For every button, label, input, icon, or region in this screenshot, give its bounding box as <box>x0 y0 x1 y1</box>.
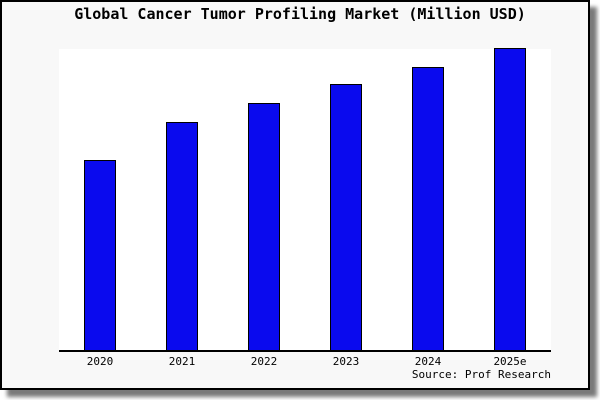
x-tick-2022: 2022 <box>250 355 278 368</box>
bar-slot-2024 <box>387 49 469 350</box>
plot-area <box>59 48 551 352</box>
bar-slot-2023 <box>305 49 387 350</box>
bar-slot-2025e <box>469 48 551 350</box>
bar-2022 <box>248 103 280 350</box>
chart-title: Global Cancer Tumor Profiling Market (Mi… <box>74 5 526 23</box>
x-tick-2024: 2024 <box>414 355 442 368</box>
x-tick-2025e: 2025e <box>493 355 527 368</box>
bar-2024 <box>412 67 444 350</box>
bar-2021 <box>166 122 198 350</box>
bar-2023 <box>330 84 362 350</box>
source-note: Source: Prof Research <box>411 368 551 381</box>
bar-2025e <box>494 48 526 350</box>
x-tick-2020: 2020 <box>86 355 114 368</box>
bar-2020 <box>84 160 116 350</box>
x-axis-labels: 2020 2021 2022 2023 2024 2025e <box>59 355 551 368</box>
x-tick-2021: 2021 <box>168 355 196 368</box>
bar-slot-2021 <box>141 49 223 350</box>
bar-slot-2022 <box>223 49 305 350</box>
x-tick-2023: 2023 <box>332 355 360 368</box>
bar-slot-2020 <box>59 49 141 350</box>
